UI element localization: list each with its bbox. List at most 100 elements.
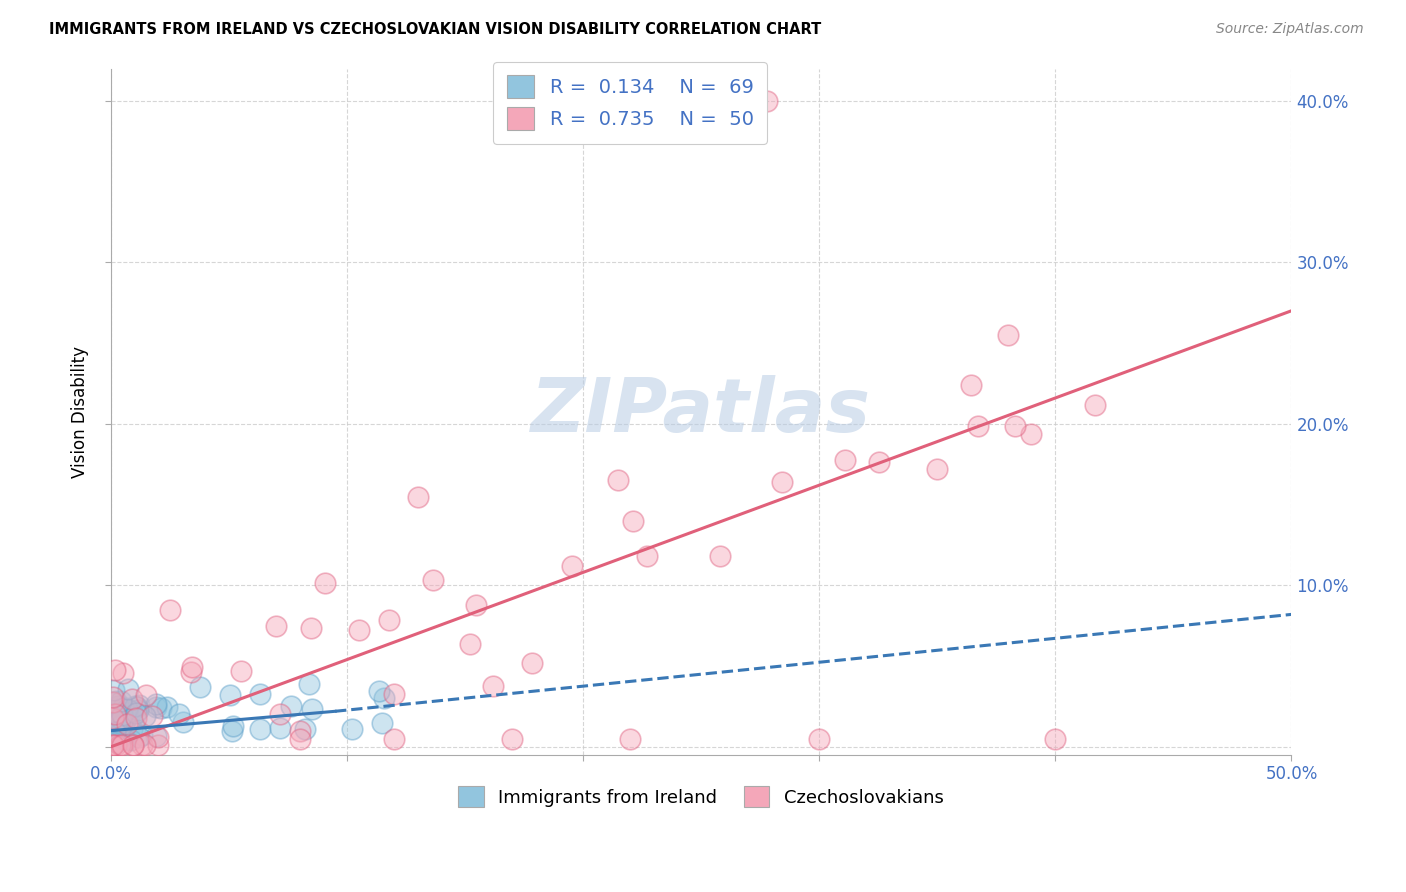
Point bbox=[145, 700, 167, 714]
Point bbox=[105, 720, 128, 734]
Point bbox=[709, 549, 731, 563]
Point bbox=[180, 665, 202, 679]
Point bbox=[960, 377, 983, 392]
Point bbox=[868, 455, 890, 469]
Point bbox=[107, 699, 129, 714]
Point bbox=[146, 738, 169, 752]
Point bbox=[124, 698, 146, 713]
Point bbox=[188, 681, 211, 695]
Point bbox=[115, 717, 138, 731]
Point bbox=[104, 694, 127, 708]
Point bbox=[112, 714, 135, 728]
Point bbox=[114, 714, 136, 729]
Point bbox=[382, 687, 405, 701]
Point bbox=[229, 664, 252, 678]
Point bbox=[101, 696, 124, 710]
Point bbox=[288, 731, 311, 746]
Point bbox=[101, 738, 124, 752]
Point bbox=[127, 703, 149, 717]
Point bbox=[150, 701, 173, 715]
Point bbox=[101, 695, 124, 709]
Text: ZIPatlas: ZIPatlas bbox=[531, 376, 872, 448]
Point bbox=[458, 637, 481, 651]
Point bbox=[128, 730, 150, 744]
Point bbox=[111, 729, 134, 743]
Point bbox=[966, 419, 988, 434]
Point bbox=[808, 731, 831, 746]
Point bbox=[756, 94, 779, 108]
Point bbox=[146, 730, 169, 744]
Point bbox=[103, 683, 125, 698]
Point bbox=[145, 697, 167, 711]
Point bbox=[101, 711, 124, 725]
Point bbox=[114, 703, 136, 717]
Point bbox=[522, 656, 544, 670]
Point bbox=[636, 549, 658, 563]
Point bbox=[406, 490, 429, 504]
Point bbox=[482, 679, 505, 693]
Point bbox=[159, 602, 181, 616]
Point bbox=[108, 717, 131, 731]
Point bbox=[269, 706, 291, 721]
Point bbox=[101, 729, 124, 743]
Point bbox=[111, 729, 134, 743]
Point bbox=[112, 731, 135, 746]
Point bbox=[834, 452, 856, 467]
Point bbox=[103, 725, 125, 739]
Point bbox=[104, 738, 127, 752]
Point bbox=[465, 598, 488, 612]
Point bbox=[112, 699, 135, 714]
Point bbox=[221, 724, 243, 739]
Point bbox=[167, 706, 190, 721]
Point bbox=[382, 731, 405, 746]
Point bbox=[621, 514, 644, 528]
Point bbox=[607, 474, 630, 488]
Point bbox=[108, 711, 131, 725]
Point bbox=[377, 613, 399, 627]
Point bbox=[298, 676, 321, 690]
Point bbox=[997, 328, 1019, 343]
Point bbox=[422, 573, 444, 587]
Point bbox=[134, 738, 156, 752]
Point bbox=[104, 706, 127, 721]
Point bbox=[1004, 419, 1026, 434]
Point bbox=[108, 716, 131, 731]
Point bbox=[112, 665, 135, 680]
Point bbox=[111, 708, 134, 723]
Point bbox=[117, 682, 139, 697]
Point bbox=[101, 714, 124, 729]
Point bbox=[290, 723, 312, 738]
Point bbox=[101, 690, 124, 705]
Point bbox=[101, 738, 124, 752]
Point bbox=[156, 700, 179, 714]
Point bbox=[108, 719, 131, 733]
Point bbox=[131, 728, 153, 742]
Point bbox=[101, 715, 124, 730]
Point bbox=[925, 462, 948, 476]
Point bbox=[770, 475, 793, 490]
Y-axis label: Vision Disability: Vision Disability bbox=[72, 346, 89, 478]
Point bbox=[1019, 426, 1042, 441]
Point bbox=[108, 714, 131, 729]
Point bbox=[111, 738, 134, 752]
Point bbox=[249, 722, 271, 736]
Point bbox=[619, 731, 641, 746]
Point bbox=[561, 558, 583, 573]
Point bbox=[104, 707, 127, 722]
Point bbox=[141, 708, 163, 723]
Point bbox=[103, 723, 125, 737]
Point bbox=[120, 732, 142, 747]
Point bbox=[181, 660, 204, 674]
Point bbox=[1045, 731, 1067, 746]
Point bbox=[249, 687, 271, 701]
Point bbox=[349, 623, 371, 637]
Point bbox=[501, 731, 523, 746]
Point bbox=[280, 699, 302, 714]
Point bbox=[121, 704, 143, 718]
Point bbox=[294, 722, 316, 736]
Point bbox=[122, 738, 145, 752]
Legend: Immigrants from Ireland, Czechoslovakians: Immigrants from Ireland, Czechoslovakian… bbox=[451, 780, 950, 814]
Point bbox=[111, 716, 134, 731]
Point bbox=[114, 733, 136, 747]
Point bbox=[135, 688, 157, 702]
